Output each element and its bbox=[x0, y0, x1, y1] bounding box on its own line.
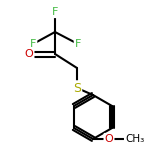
Text: O: O bbox=[25, 49, 33, 59]
Text: S: S bbox=[73, 81, 81, 94]
Text: F: F bbox=[52, 7, 58, 17]
Text: CH₃: CH₃ bbox=[125, 134, 144, 144]
Text: F: F bbox=[30, 39, 36, 49]
Text: O: O bbox=[105, 134, 113, 144]
Text: F: F bbox=[75, 39, 81, 49]
